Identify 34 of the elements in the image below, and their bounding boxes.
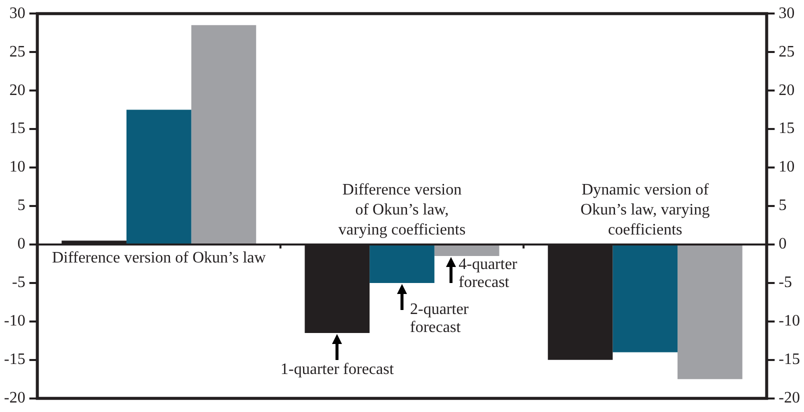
y2-tick-label: -20 — [778, 390, 800, 407]
x-tick-label: Difference version of Okun’s law — [52, 250, 266, 267]
series-label: 4-quarter forecast — [458, 256, 518, 292]
y-tick-label: 25 — [9, 43, 26, 60]
series-label: 2-quarter forecast — [410, 301, 470, 336]
y2-tick-label: -10 — [778, 312, 800, 330]
y-tick-label: -20 — [4, 390, 26, 407]
bar — [370, 245, 434, 283]
text: 1-quarter forecast — [280, 361, 394, 378]
y2-tick-label: 25 — [778, 43, 795, 60]
y-tick-label: 15 — [9, 120, 26, 138]
y-tick-label: 20 — [9, 82, 26, 99]
y-tick-label: -5 — [12, 274, 26, 292]
x-tick-label: Dynamic version of Okun’s law, varying coefficients — [580, 182, 710, 239]
bar — [126, 110, 192, 244]
y2-tick-label: 15 — [778, 120, 795, 138]
bar — [191, 25, 256, 244]
y2-tick-label: 0 — [778, 236, 787, 253]
y-tick-label: 0 — [17, 236, 26, 253]
bar — [612, 245, 678, 352]
y-tick-label: 5 — [17, 197, 26, 214]
y-tick-label: 30 — [9, 4, 26, 22]
bar — [434, 245, 500, 256]
y2-tick-label: 5 — [778, 197, 787, 214]
y2-tick-label: 10 — [778, 158, 795, 176]
y2-tick-label: 20 — [778, 82, 795, 99]
x-tick-label: Difference version of Okun’s law, varying coefficients — [338, 182, 466, 239]
y2-tick-label: -5 — [778, 274, 792, 292]
bar — [678, 245, 742, 380]
y2-tick-label: -15 — [778, 351, 800, 368]
y2-tick-label: 30 — [778, 4, 795, 22]
y-tick-label: -10 — [4, 312, 26, 330]
y-tick-label: 10 — [9, 158, 26, 176]
y-tick-label: -15 — [4, 351, 26, 368]
